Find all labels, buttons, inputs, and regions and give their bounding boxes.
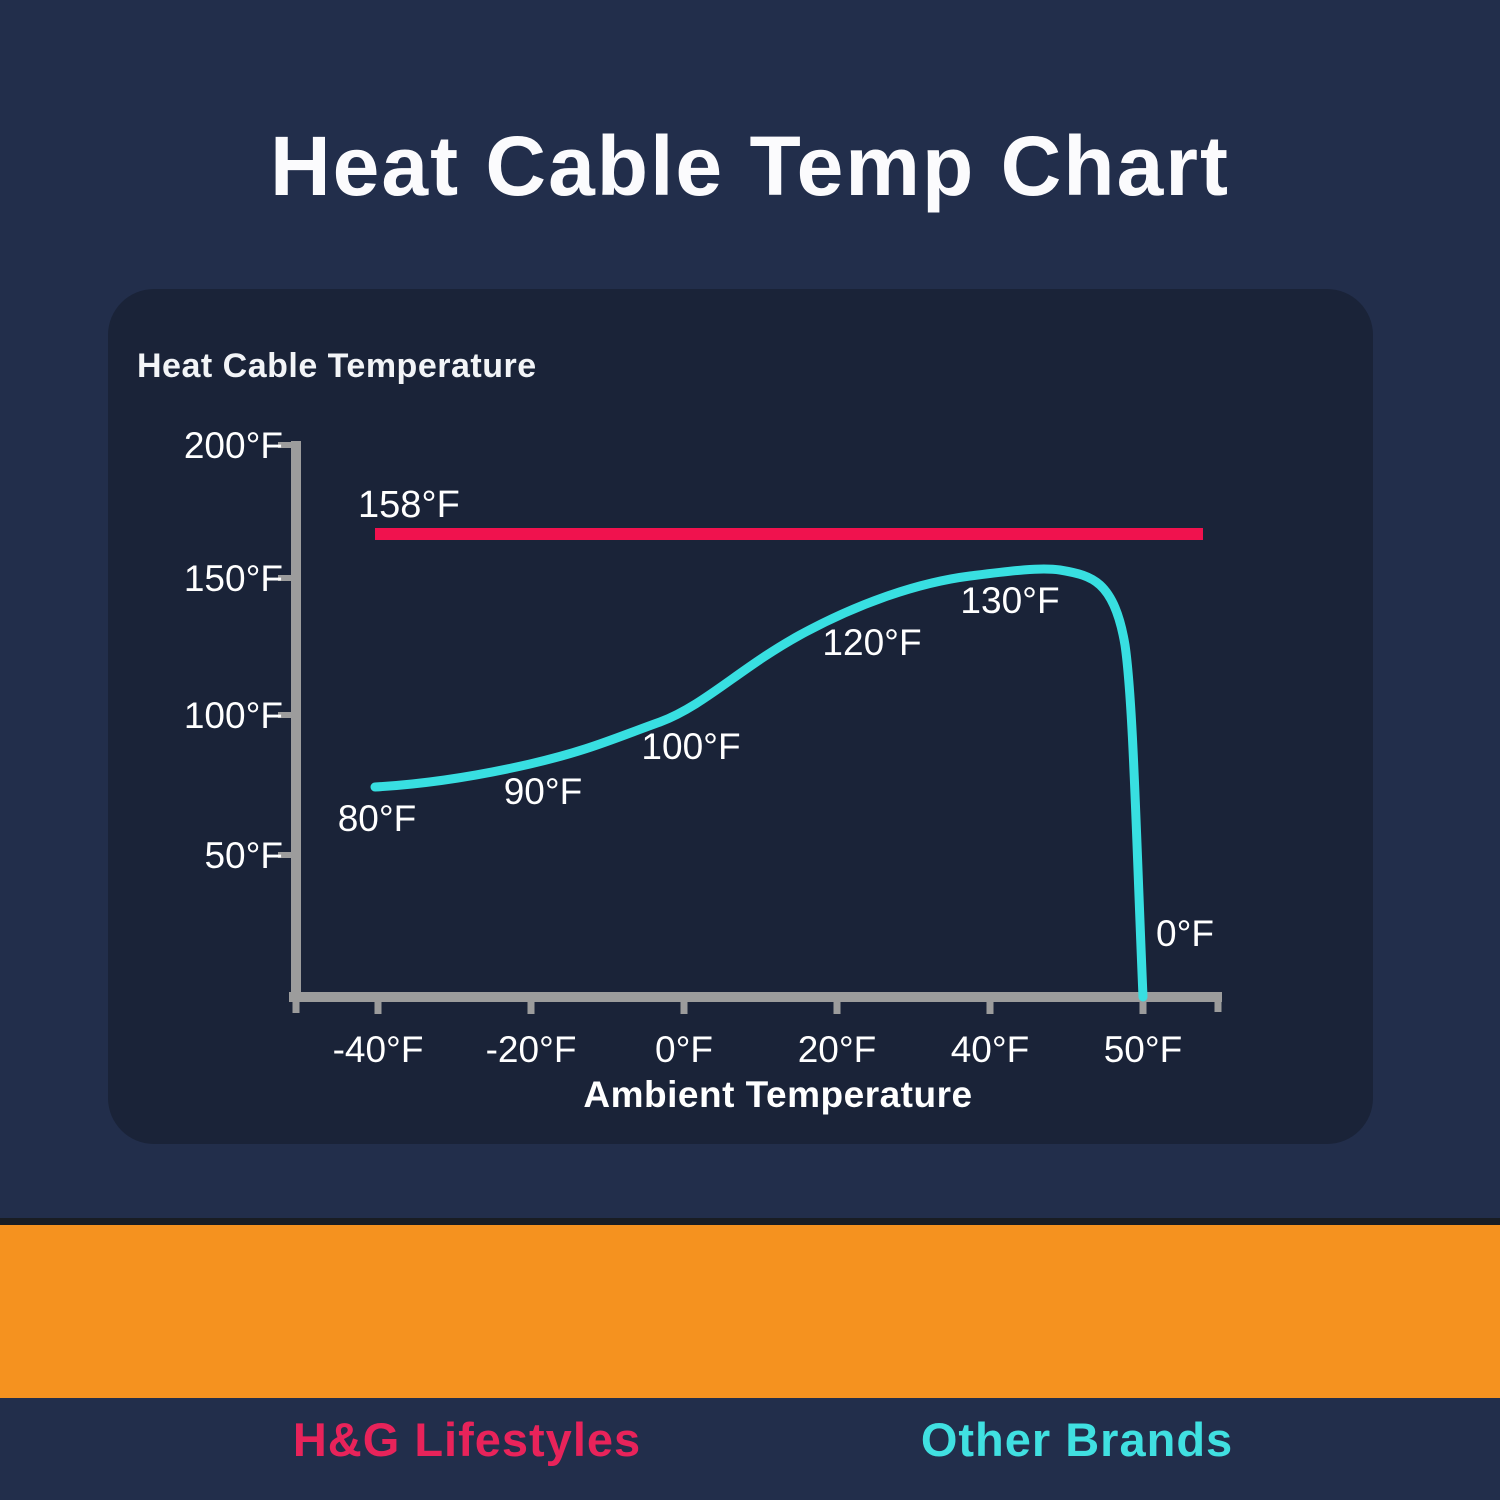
curve-label-90f: 90°F bbox=[504, 771, 583, 812]
y-tick-label-100f: 100°F bbox=[184, 695, 283, 736]
curve-label-120f: 120°F bbox=[822, 622, 921, 663]
limit-line-label: 158°F bbox=[358, 484, 460, 526]
legend-band bbox=[0, 1218, 1500, 1398]
y-tick-label-200f: 200°F bbox=[184, 425, 283, 466]
x-tick-label-40f: 40°F bbox=[951, 1029, 1030, 1070]
x-tick-label-minus20f: -20°F bbox=[486, 1029, 577, 1070]
x-tick-label-0f: 0°F bbox=[655, 1029, 713, 1070]
curve-label-100f: 100°F bbox=[641, 726, 740, 767]
y-tick-label-150f: 150°F bbox=[184, 558, 283, 599]
temperature-curve bbox=[370, 564, 1148, 1002]
y-tick-label-50f: 50°F bbox=[204, 835, 283, 876]
x-tick-label-minus40f: -40°F bbox=[333, 1029, 424, 1070]
curve-label-0f: 0°F bbox=[1156, 913, 1214, 954]
brand-name-label: H&G Lifestyles bbox=[292, 1413, 642, 1466]
page-title: Heat Cable Temp Chart bbox=[270, 119, 1230, 213]
chart-panel-title: Heat Cable Temperature bbox=[137, 347, 537, 385]
x-tick-label-50f: 50°F bbox=[1104, 1029, 1183, 1070]
competitor-name-label: Other Brands bbox=[920, 1413, 1234, 1466]
x-axis-title: Ambient Temperature bbox=[583, 1074, 972, 1115]
x-tick-label-20f: 20°F bbox=[798, 1029, 877, 1070]
curve-label-80f: 80°F bbox=[338, 798, 417, 839]
curve-label-130f: 130°F bbox=[960, 580, 1059, 621]
